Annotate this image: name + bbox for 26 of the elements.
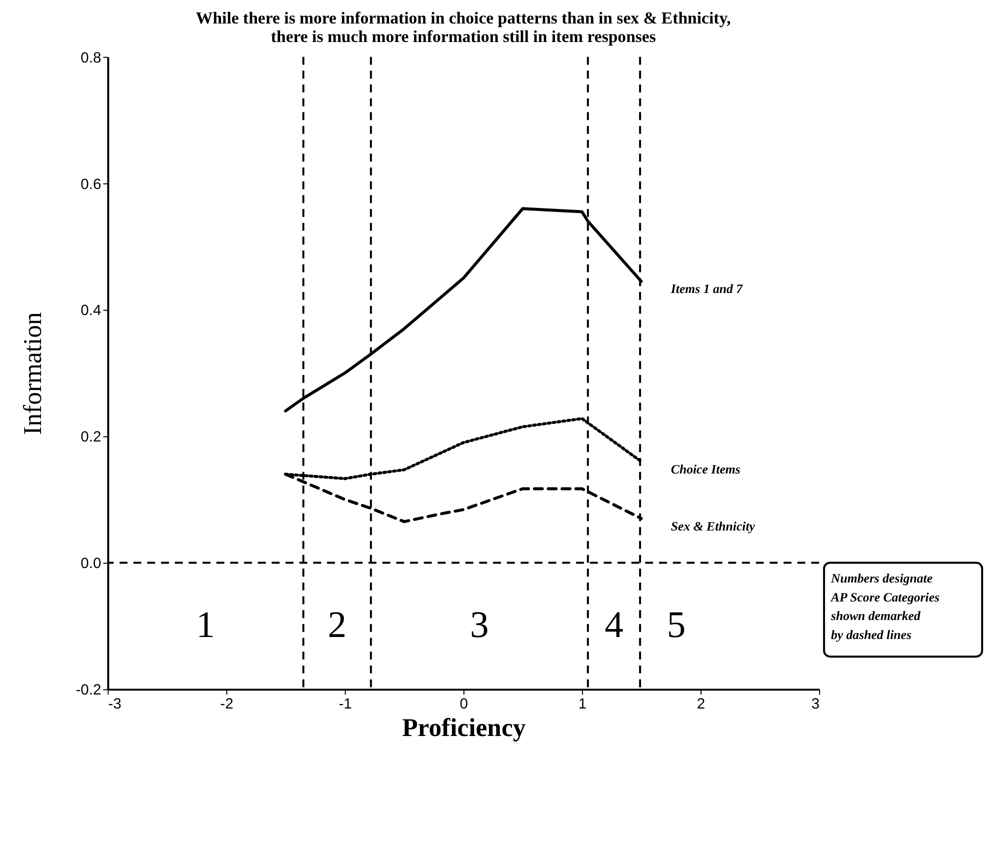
y-axis-title: Information xyxy=(18,312,48,435)
y-tick-label: 0.2 xyxy=(80,430,102,446)
y-tick-label: 0.6 xyxy=(80,176,102,193)
annotation: 3 xyxy=(470,604,489,646)
x-tick-label: 3 xyxy=(811,696,820,712)
x-axis-title: Proficiency xyxy=(402,713,526,742)
annotation: 2 xyxy=(328,604,347,646)
annotation: 4 xyxy=(604,604,624,646)
y-tick-label: 0.8 xyxy=(80,50,102,66)
x-tick-label: -2 xyxy=(220,696,234,712)
x-tick-label: -3 xyxy=(108,696,122,712)
annotation: 5 xyxy=(666,604,686,646)
y-tick-label: 0.0 xyxy=(80,556,102,572)
text: there is much more information still in item responses xyxy=(270,27,656,46)
x-tick-label: 1 xyxy=(578,696,587,712)
y-tick-label: -0.2 xyxy=(76,682,102,699)
annotation: 1 xyxy=(196,604,215,646)
x-tick-label: 2 xyxy=(696,696,706,712)
text: Sex & Ethnicity xyxy=(670,519,756,534)
x-tick-label: -1 xyxy=(338,696,352,712)
text: Numbers designate AP Score Categories shown demarked by dashed lines xyxy=(830,571,940,642)
text: While there is more information in choice patterns than in sex & Ethnicity, xyxy=(196,8,731,28)
text: Choice Items xyxy=(670,462,740,476)
text: Items 1 and 7 xyxy=(670,282,744,296)
x-tick-label: 0 xyxy=(460,696,468,712)
y-tick-label: 0.4 xyxy=(80,303,102,320)
